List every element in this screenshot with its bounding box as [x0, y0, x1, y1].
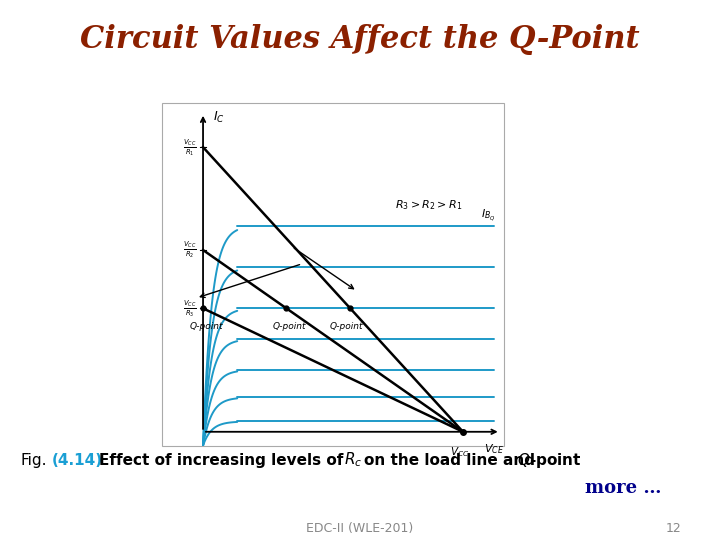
Text: Q-point: Q-point [330, 322, 364, 331]
Text: Q-point: Q-point [273, 322, 307, 331]
Text: $V_{CC}$: $V_{CC}$ [450, 446, 469, 460]
Text: $\frac{V_{CC}}{R_1}$: $\frac{V_{CC}}{R_1}$ [183, 137, 196, 158]
Text: EDC-II (WLE-201): EDC-II (WLE-201) [307, 522, 413, 535]
Text: $\mathit{Q}$-point: $\mathit{Q}$-point [517, 450, 582, 470]
Text: $R_3 > R_2 > R_1$: $R_3 > R_2 > R_1$ [395, 199, 462, 212]
Text: $V_{CE}$: $V_{CE}$ [484, 442, 504, 456]
Text: on the load line and: on the load line and [364, 453, 534, 468]
Text: 12: 12 [665, 522, 681, 535]
Text: $\frac{V_{CC}}{R_3}$: $\frac{V_{CC}}{R_3}$ [183, 298, 196, 319]
Text: $I_C$: $I_C$ [213, 110, 225, 125]
Text: Effect of increasing levels of: Effect of increasing levels of [99, 453, 343, 468]
Text: $I_{B_Q}$: $I_{B_Q}$ [481, 207, 495, 222]
Text: Circuit Values Affect the Q-Point: Circuit Values Affect the Q-Point [80, 24, 640, 55]
Text: (4.14): (4.14) [52, 453, 103, 468]
Text: more …: more … [585, 479, 661, 497]
Text: Q-point: Q-point [189, 322, 223, 331]
Text: Fig.: Fig. [20, 453, 47, 468]
Text: $\frac{V_{CC}}{R_2}$: $\frac{V_{CC}}{R_2}$ [183, 240, 196, 260]
Text: $R_c$: $R_c$ [344, 451, 362, 469]
